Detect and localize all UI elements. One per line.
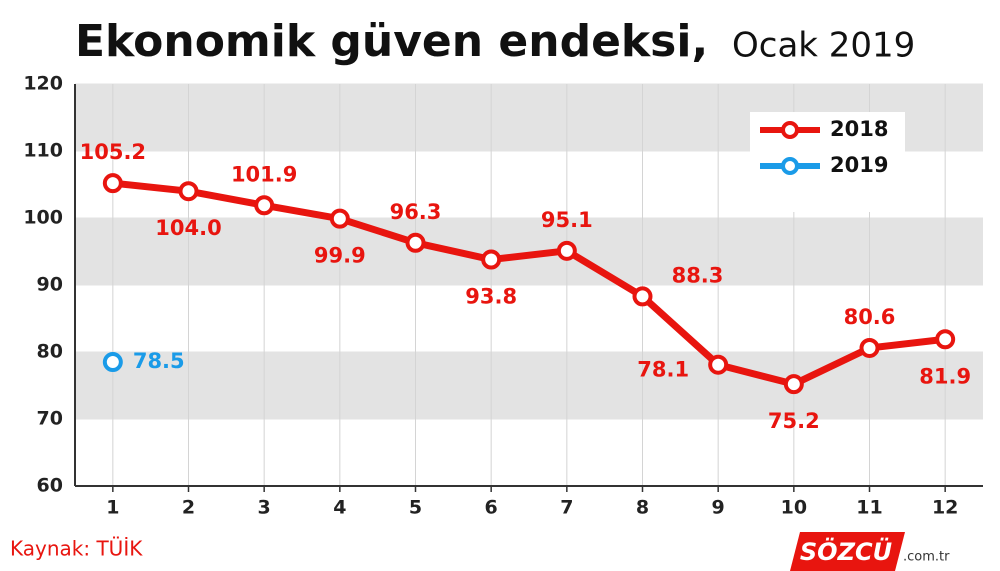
marker (859, 337, 880, 358)
legend-label: 2018 (830, 117, 888, 141)
legend-marker (781, 157, 799, 175)
x-tick-label: 5 (409, 497, 422, 519)
x-tick-label: 6 (485, 497, 498, 519)
marker (102, 173, 123, 194)
value-label: 78.1 (637, 358, 689, 382)
marker (935, 329, 956, 350)
x-tick-label: 7 (560, 497, 573, 519)
marker (481, 249, 502, 270)
y-tick-label: 60 (37, 475, 63, 497)
y-tick-label: 90 (37, 274, 63, 296)
value-label: 105.2 (80, 140, 146, 164)
legend-label: 2019 (830, 153, 888, 177)
value-label: 96.3 (390, 200, 442, 224)
marker (405, 232, 426, 253)
value-label: 88.3 (672, 263, 724, 287)
y-tick-label: 80 (37, 341, 63, 363)
legend-marker (781, 121, 799, 139)
y-tick-label: 100 (23, 207, 63, 229)
value-label: 104.0 (155, 216, 221, 240)
grid-band (75, 218, 983, 285)
marker (632, 286, 653, 307)
chart-subtitle: Ocak 2019 (732, 26, 915, 66)
x-tick-label: 11 (856, 497, 882, 519)
value-label: 99.9 (314, 244, 366, 268)
x-tick-label: 2 (182, 497, 195, 519)
value-label: 93.8 (465, 285, 517, 309)
y-tick-label: 70 (37, 408, 63, 430)
marker (783, 374, 804, 395)
x-tick-label: 3 (258, 497, 271, 519)
legend: 2018 2019 (750, 112, 905, 212)
marker (178, 181, 199, 202)
y-tick-label: 120 (23, 73, 63, 95)
value-label: 95.1 (541, 208, 593, 232)
x-tick-label: 12 (932, 497, 958, 519)
source: Kaynak: TÜİK (10, 537, 143, 561)
logo-text: SÖZCÜ (800, 536, 892, 566)
y-tick-label: 110 (23, 140, 63, 162)
marker (556, 240, 577, 261)
value-label: 75.2 (768, 409, 820, 433)
marker (329, 208, 350, 229)
marker (708, 354, 729, 375)
marker (254, 195, 275, 216)
chart-title: Ekonomik güven endeksi, (75, 16, 708, 67)
value-label: 81.9 (919, 364, 971, 388)
value-label: 101.9 (231, 162, 297, 186)
x-tick-label: 10 (781, 497, 807, 519)
marker (102, 352, 123, 373)
logo-box (790, 532, 905, 571)
logo-suffix: .com.tr (903, 550, 950, 565)
series-line (112, 179, 946, 388)
x-tick-label: 9 (712, 497, 725, 519)
value-label: 78.5 (133, 349, 185, 373)
value-label: 80.6 (844, 305, 896, 329)
x-tick-label: 1 (106, 497, 119, 519)
logo: SÖZCÜ .com.tr (790, 532, 950, 571)
x-tick-label: 8 (636, 497, 649, 519)
x-tick-label: 4 (333, 497, 346, 519)
